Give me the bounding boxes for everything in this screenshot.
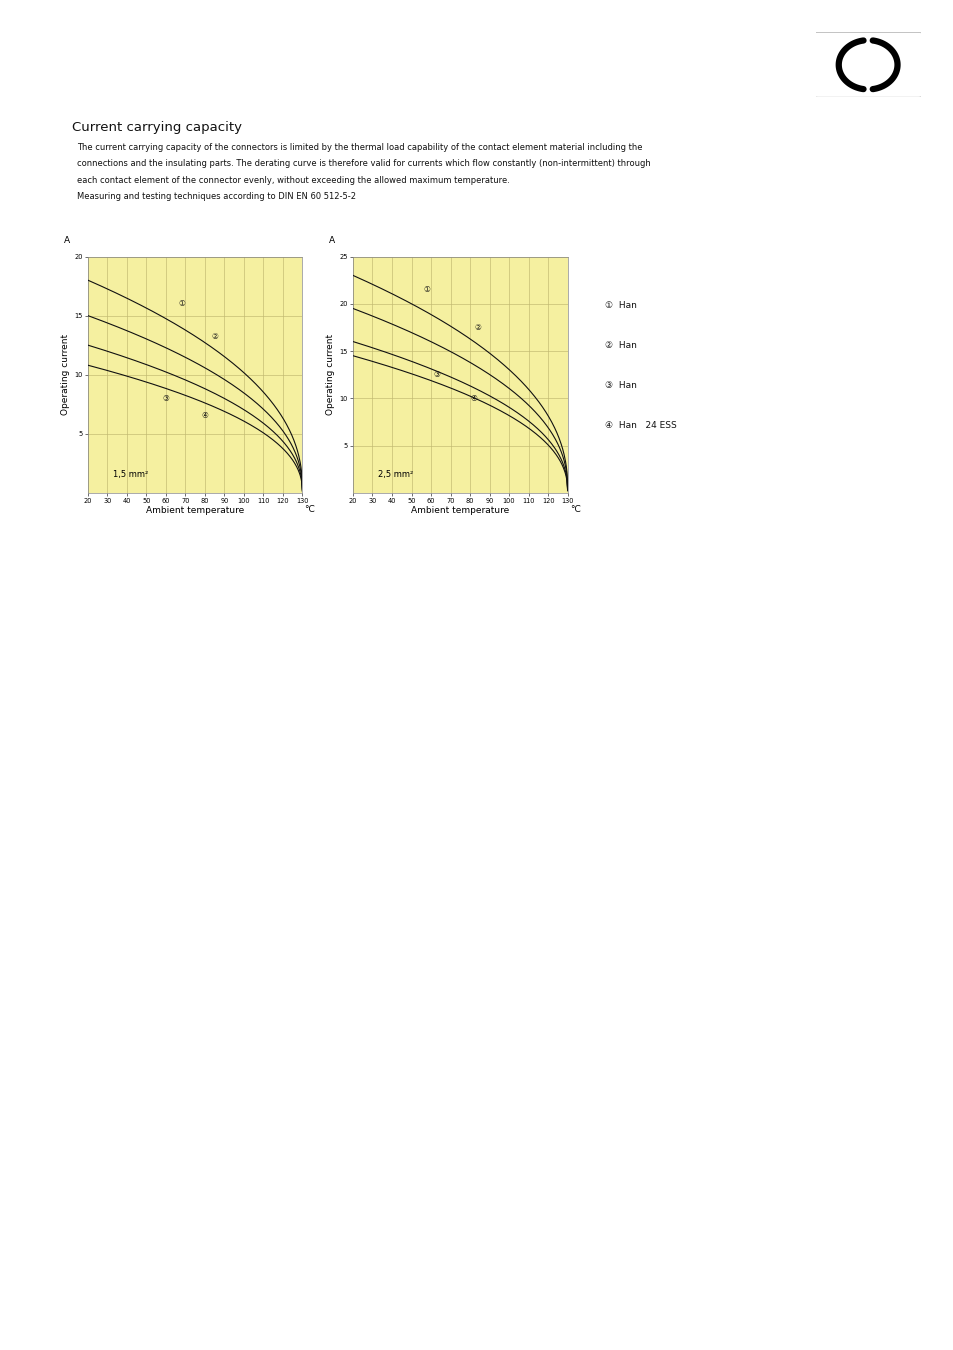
Text: 2,5 mm²: 2,5 mm²: [378, 470, 413, 479]
Text: each contact element of the connector evenly, without exceeding the allowed maxi: each contact element of the connector ev…: [77, 176, 509, 185]
Text: ④: ④: [470, 394, 476, 402]
Text: A: A: [329, 236, 335, 244]
Text: ①: ①: [178, 300, 185, 308]
Text: °C: °C: [569, 505, 580, 513]
Y-axis label: Operating current: Operating current: [61, 333, 71, 416]
Text: ④: ④: [201, 412, 208, 420]
Text: ②: ②: [211, 332, 218, 342]
Text: A: A: [64, 236, 71, 244]
FancyBboxPatch shape: [813, 32, 922, 97]
Text: Current carrying capacity: Current carrying capacity: [71, 120, 242, 134]
Text: ①: ①: [423, 285, 430, 294]
Text: connections and the insulating parts. The derating curve is therefore valid for : connections and the insulating parts. Th…: [77, 159, 650, 169]
Text: ③  Han: ③ Han: [604, 381, 636, 390]
X-axis label: Ambient temperature: Ambient temperature: [411, 506, 509, 516]
Text: HARTING: HARTING: [853, 62, 882, 68]
Text: ②  Han: ② Han: [604, 342, 636, 350]
Y-axis label: Operating current: Operating current: [326, 333, 335, 416]
Text: ④  Han   24 ESS: ④ Han 24 ESS: [604, 421, 676, 431]
Text: °C: °C: [304, 505, 315, 513]
Text: ②: ②: [474, 323, 481, 332]
Text: ①  Han: ① Han: [604, 301, 636, 310]
X-axis label: Ambient temperature: Ambient temperature: [146, 506, 244, 516]
Text: The current carrying capacity of the connectors is limited by the thermal load c: The current carrying capacity of the con…: [77, 143, 641, 151]
Text: ③: ③: [433, 370, 440, 379]
Text: 1,5 mm²: 1,5 mm²: [113, 470, 148, 479]
Text: ③: ③: [162, 394, 169, 402]
Text: Measuring and testing techniques according to DIN EN 60 512-5-2: Measuring and testing techniques accordi…: [77, 192, 355, 201]
